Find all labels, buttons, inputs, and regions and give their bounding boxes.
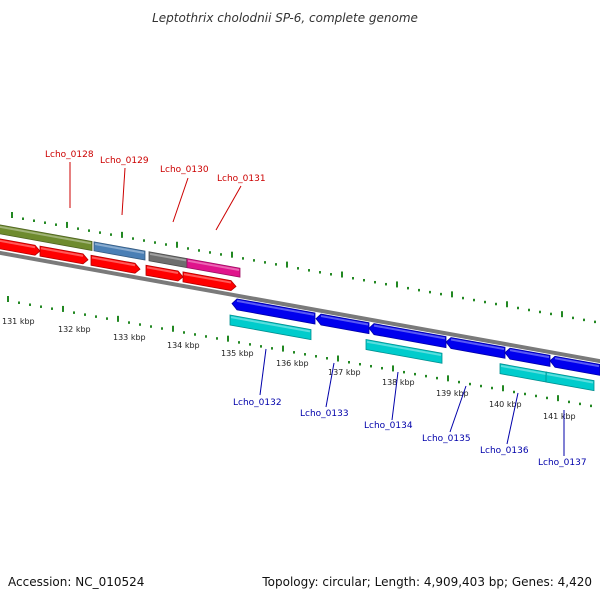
reverse-gene-label: Lcho_0132 bbox=[233, 398, 282, 408]
reverse-tick-ruler bbox=[7, 296, 592, 408]
map-title: Leptothrix cholodnii SP-6, complete geno… bbox=[152, 11, 418, 25]
reverse-label-leader bbox=[325, 362, 335, 408]
reverse-gene-labels: Lcho_0132 Lcho_0133 Lcho_0134 Lcho_0135 Lcho… bbox=[233, 348, 587, 468]
reverse-gene-label: Lcho_0133 bbox=[300, 409, 349, 419]
scale-label: 136 kbp bbox=[276, 359, 309, 368]
scale-label: 133 kbp bbox=[113, 333, 146, 342]
reverse-gene-label: Lcho_0135 bbox=[422, 434, 471, 444]
forward-cds-arrow bbox=[90, 254, 141, 274]
forward-gene-bar bbox=[148, 251, 188, 269]
scale-label: 135 kbp bbox=[221, 349, 254, 358]
reverse-gene-track bbox=[229, 314, 595, 392]
reverse-gene-bar bbox=[499, 363, 548, 383]
forward-cds-arrow bbox=[145, 264, 184, 282]
reverse-label-leader bbox=[391, 371, 399, 421]
forward-gene-labels: Lcho_0128 Lcho_0129 Lcho_0130 Lcho_0131 bbox=[45, 150, 266, 231]
forward-gene-label: Lcho_0130 bbox=[160, 165, 209, 175]
reverse-gene-bar bbox=[545, 371, 595, 392]
forward-tick-ruler bbox=[11, 212, 596, 324]
reverse-cds-arrow bbox=[231, 298, 316, 325]
scale-label: 141 kbp bbox=[543, 412, 576, 421]
reverse-label-leader bbox=[259, 348, 267, 396]
reverse-gene-label: Lcho_0136 bbox=[480, 446, 529, 456]
scale-labels: 131 kbp 132 kbp 133 kbp 134 kbp 135 kbp 136 k… bbox=[2, 317, 576, 421]
forward-gene-label: Lcho_0129 bbox=[100, 156, 149, 166]
forward-gene-track bbox=[0, 224, 241, 278]
forward-cds-arrow bbox=[39, 245, 89, 265]
forward-gene-bar bbox=[93, 241, 146, 261]
reverse-gene-label: Lcho_0134 bbox=[364, 421, 413, 431]
forward-gene-label: Lcho_0128 bbox=[45, 150, 94, 160]
forward-cds-arrow bbox=[0, 238, 41, 256]
reverse-gene-bar bbox=[229, 314, 312, 341]
reverse-label-leader bbox=[506, 392, 519, 445]
forward-gene-label: Lcho_0131 bbox=[217, 174, 266, 184]
scale-label: 132 kbp bbox=[58, 325, 91, 334]
forward-gene-bar bbox=[0, 224, 93, 251]
forward-gene-bar bbox=[186, 258, 241, 278]
reverse-gene-bar bbox=[365, 339, 443, 364]
forward-label-leader bbox=[172, 177, 189, 223]
reverse-label-leader bbox=[449, 385, 467, 433]
forward-cds-track bbox=[0, 238, 237, 291]
forward-label-leader bbox=[215, 185, 242, 231]
scale-label: 134 kbp bbox=[167, 341, 200, 350]
accession-text: Accession: NC_010524 bbox=[8, 575, 144, 589]
forward-label-leader bbox=[121, 167, 126, 216]
genome-summary-text: Topology: circular; Length: 4,909,403 bp… bbox=[261, 575, 592, 589]
scale-label: 137 kbp bbox=[328, 368, 361, 377]
forward-cds-arrow bbox=[182, 271, 237, 291]
genome-backbone bbox=[0, 250, 600, 364]
reverse-cds-track bbox=[231, 298, 600, 376]
reverse-gene-label: Lcho_0137 bbox=[538, 458, 587, 468]
scale-label: 138 kbp bbox=[382, 378, 415, 387]
scale-label: 131 kbp bbox=[2, 317, 35, 326]
reverse-cds-arrow bbox=[549, 355, 600, 376]
scale-label: 139 kbp bbox=[436, 389, 469, 398]
scale-label: 140 kbp bbox=[489, 400, 522, 409]
